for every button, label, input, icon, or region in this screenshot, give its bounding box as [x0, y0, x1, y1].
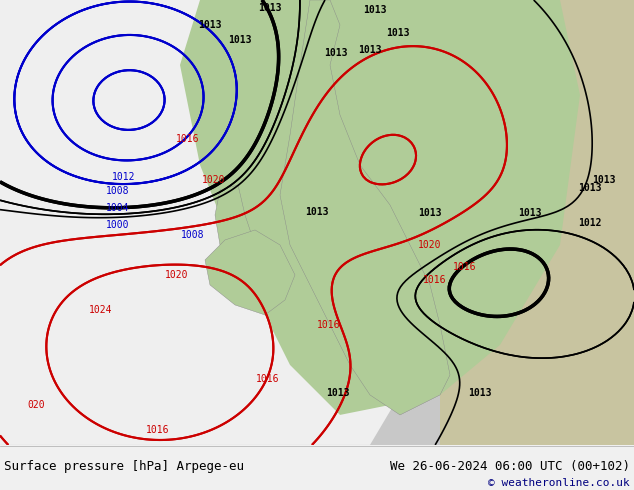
Text: 1008: 1008 — [107, 186, 130, 196]
Polygon shape — [215, 185, 260, 290]
Polygon shape — [0, 0, 634, 445]
Polygon shape — [440, 0, 634, 445]
Text: 1013: 1013 — [305, 207, 329, 217]
Text: We 26-06-2024 06:00 UTC (00+102): We 26-06-2024 06:00 UTC (00+102) — [390, 460, 630, 473]
Text: 1008: 1008 — [181, 230, 205, 240]
Text: 1013: 1013 — [518, 208, 541, 218]
Text: 1013: 1013 — [592, 175, 616, 185]
Text: 1013: 1013 — [198, 20, 222, 30]
Text: 1020: 1020 — [165, 270, 189, 280]
Text: 1013: 1013 — [418, 208, 442, 218]
Text: 1013: 1013 — [363, 5, 387, 15]
Text: 1012: 1012 — [112, 172, 136, 182]
Text: 1016: 1016 — [176, 134, 200, 144]
Text: 1016: 1016 — [424, 275, 447, 285]
Polygon shape — [205, 230, 295, 315]
Text: 1013: 1013 — [386, 28, 410, 38]
Text: 1016: 1016 — [453, 262, 477, 272]
Text: 1016: 1016 — [317, 320, 340, 330]
Text: 1013: 1013 — [228, 35, 252, 45]
Text: 1012: 1012 — [578, 218, 602, 228]
Text: Surface pressure [hPa] Arpege-eu: Surface pressure [hPa] Arpege-eu — [4, 460, 244, 473]
Text: 1013: 1013 — [358, 45, 382, 55]
Text: 1013: 1013 — [324, 48, 348, 58]
Text: 1016: 1016 — [256, 374, 280, 384]
Text: 020: 020 — [27, 400, 45, 410]
Text: 1024: 1024 — [89, 305, 113, 315]
Text: 1020: 1020 — [202, 175, 226, 185]
Polygon shape — [280, 0, 450, 415]
Text: 1013: 1013 — [469, 388, 492, 398]
Text: 1004: 1004 — [107, 203, 130, 213]
Text: 1013: 1013 — [327, 388, 350, 398]
Text: © weatheronline.co.uk: © weatheronline.co.uk — [488, 478, 630, 488]
Text: 1013: 1013 — [578, 183, 602, 193]
Text: 1020: 1020 — [418, 240, 442, 250]
Text: 1016: 1016 — [146, 425, 170, 435]
Text: 1000: 1000 — [107, 220, 130, 230]
Polygon shape — [180, 0, 580, 415]
Text: 1013: 1013 — [258, 3, 281, 13]
